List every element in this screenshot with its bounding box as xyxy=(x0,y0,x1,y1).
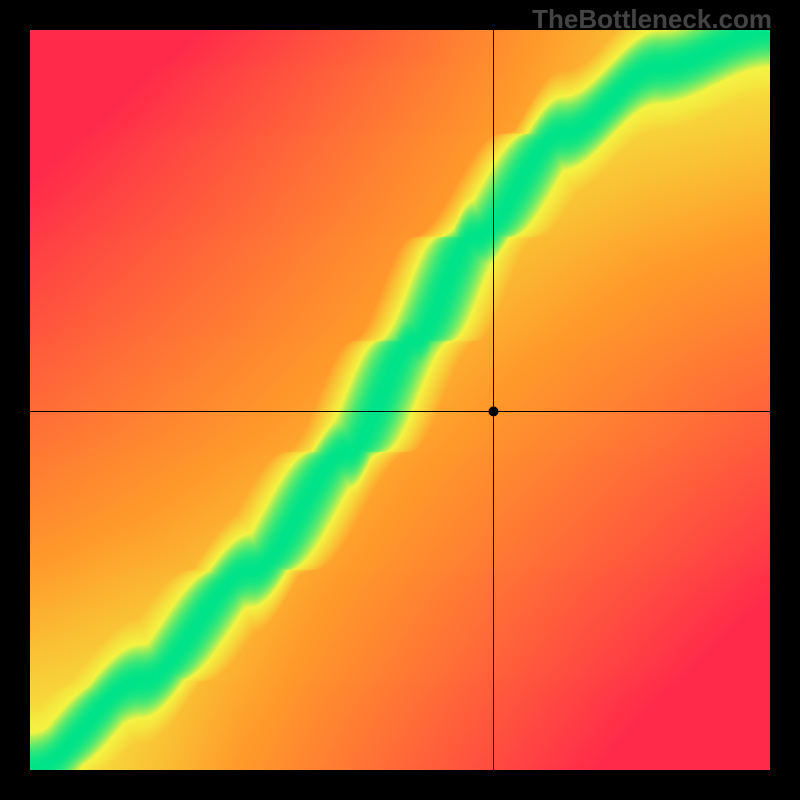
watermark-text: TheBottleneck.com xyxy=(532,4,772,35)
chart-container: TheBottleneck.com xyxy=(0,0,800,800)
plot-area xyxy=(30,30,770,770)
heatmap-canvas xyxy=(30,30,770,770)
